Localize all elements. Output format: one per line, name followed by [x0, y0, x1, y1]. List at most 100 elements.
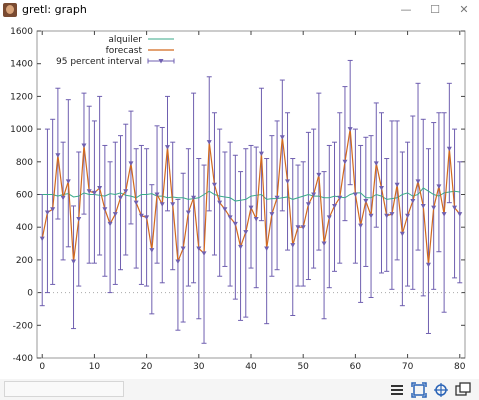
forecast-point: [300, 225, 306, 230]
forecast-point: [290, 243, 296, 248]
legend-label: forecast: [106, 46, 143, 56]
forecast-point: [211, 182, 217, 188]
minimize-button[interactable]: —: [400, 3, 412, 16]
x-tick-label: 20: [141, 362, 153, 372]
forecast-point: [264, 246, 270, 251]
forecast-point: [133, 200, 139, 206]
maximize-button[interactable]: ☐: [430, 3, 440, 16]
forecast-point: [274, 195, 280, 201]
forecast-point: [311, 192, 317, 197]
forecast-point: [452, 205, 458, 211]
forecast-point: [112, 212, 118, 217]
forecast-point: [118, 195, 124, 201]
forecast-point: [86, 189, 92, 194]
forecast-point: [368, 213, 374, 219]
forecast-point: [217, 200, 223, 206]
forecast-point: [76, 217, 82, 222]
forecast-point: [107, 221, 113, 227]
x-tick-label: 50: [297, 362, 309, 372]
forecast-point: [102, 207, 108, 212]
forecast-point: [81, 143, 87, 148]
y-tick-label: 400: [16, 223, 33, 233]
forecast-point: [358, 223, 364, 229]
forecast-point: [316, 172, 322, 178]
forecast-point: [44, 210, 50, 215]
forecast-point: [415, 179, 421, 184]
forecast-point: [206, 140, 212, 145]
y-tick-label: 1000: [10, 125, 33, 135]
forecast-point: [227, 215, 233, 220]
forecast-point: [128, 161, 134, 166]
zoom-fit-icon[interactable]: [411, 382, 427, 398]
status-bar: [0, 379, 479, 400]
x-tick-label: 40: [245, 362, 257, 372]
forecast-point: [446, 146, 452, 152]
forecast-point: [185, 210, 191, 215]
forecast-point: [39, 236, 45, 242]
crosshair-icon[interactable]: [433, 382, 449, 398]
forecast-point: [50, 207, 56, 212]
window-title: gretl: graph: [22, 3, 87, 16]
forecast-point: [425, 262, 431, 268]
forecast-point: [97, 185, 103, 191]
forecast-point: [394, 182, 400, 188]
forecast-point: [149, 248, 155, 253]
forecast-chart: -400 -200 0 200 400 600 800 1000 1200 1400 1600 0 10…: [10, 27, 466, 372]
forecast-point: [222, 207, 228, 212]
forecast-point: [55, 153, 61, 158]
forecast-point: [405, 213, 411, 219]
forecast-point: [285, 179, 291, 184]
y-tick-label: 1600: [10, 27, 33, 37]
y-tick-label: 0: [27, 289, 33, 299]
plot-area[interactable]: -400 -200 0 200 400 600 800 1000 1200 1400 1600 0 10…: [0, 21, 479, 379]
forecast-point: [232, 221, 238, 227]
forecast-point: [269, 212, 275, 217]
legend-label: alquiler: [108, 35, 142, 45]
forecast-point: [420, 203, 426, 209]
forecast-point: [389, 212, 395, 217]
copy-window-icon[interactable]: [455, 382, 471, 398]
forecast-point: [248, 205, 254, 211]
alquiler-line: [42, 187, 460, 202]
gretl-app-icon: [3, 3, 17, 17]
forecast-point: [91, 190, 97, 196]
forecast-point: [170, 202, 176, 207]
legend-label: 95 percent interval: [56, 57, 142, 67]
forecast-point: [196, 246, 202, 251]
forecast-point: [295, 225, 301, 230]
forecast-point: [243, 230, 249, 235]
close-button[interactable]: ✕: [459, 3, 469, 16]
x-tick-label: 70: [402, 362, 414, 372]
forecast-point: [191, 195, 197, 201]
status-field: [4, 381, 124, 397]
forecast-point: [180, 246, 186, 251]
y-tick-label: 200: [16, 256, 33, 266]
forecast-point: [279, 135, 285, 140]
forecast-point: [410, 199, 416, 204]
forecast-point: [441, 212, 447, 217]
forecast-point: [159, 202, 165, 207]
forecast-point: [332, 203, 338, 209]
forecast-point: [123, 189, 129, 194]
y-tick-label: 1200: [10, 92, 33, 102]
forecast-point: [347, 127, 353, 132]
x-tick-label: 0: [39, 362, 45, 372]
forecast-point: [201, 251, 207, 256]
window-titlebar: gretl: graph — ☐ ✕: [0, 0, 479, 21]
y-tick-label: 800: [16, 158, 33, 168]
y-tick-label: 1400: [10, 60, 33, 70]
x-tick-label: 10: [89, 362, 101, 372]
x-tick-label: 60: [350, 362, 362, 372]
x-tick-label: 30: [193, 362, 205, 372]
forecast-point: [363, 199, 369, 204]
menu-icon[interactable]: [389, 382, 405, 398]
forecast-point: [431, 205, 437, 211]
forecast-point: [399, 231, 405, 237]
forecast-point: [321, 241, 327, 247]
forecast-point: [305, 202, 311, 207]
forecast-point: [60, 195, 66, 201]
forecast-point: [457, 212, 463, 217]
legend-swatch-marker: [158, 59, 164, 64]
forecast-point: [138, 213, 144, 219]
forecast-point: [258, 151, 264, 157]
